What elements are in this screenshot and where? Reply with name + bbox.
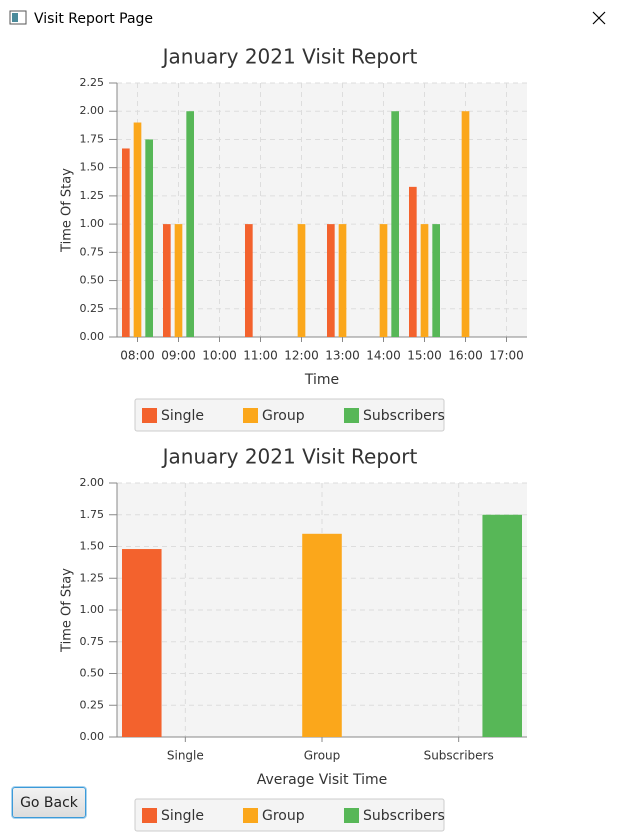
x-tick-label: 09:00 bbox=[161, 349, 196, 363]
chart-title: January 2021 Visit Report bbox=[161, 45, 418, 69]
bar bbox=[163, 224, 171, 337]
y-tick-label: 1.75 bbox=[80, 508, 105, 521]
bar bbox=[432, 224, 440, 337]
x-tick-label: 17:00 bbox=[489, 349, 524, 363]
bar bbox=[461, 111, 470, 337]
bar bbox=[327, 224, 335, 337]
bar bbox=[482, 514, 522, 737]
bar bbox=[379, 224, 388, 337]
legend-swatch bbox=[243, 408, 258, 423]
bar bbox=[245, 224, 253, 337]
y-tick-label: 0.50 bbox=[80, 274, 105, 287]
y-tick-label: 1.50 bbox=[80, 161, 105, 174]
y-tick-label: 0.25 bbox=[80, 302, 105, 315]
y-tick-label: 0.75 bbox=[80, 635, 105, 648]
y-tick-label: 1.50 bbox=[80, 540, 105, 553]
y-tick-label: 2.00 bbox=[80, 104, 105, 117]
bar bbox=[122, 148, 130, 337]
window-icon bbox=[9, 10, 27, 25]
bar bbox=[409, 186, 417, 337]
legend-box bbox=[134, 398, 445, 432]
legend-box bbox=[134, 798, 445, 832]
bar bbox=[420, 224, 429, 337]
x-tick-label: 16:00 bbox=[448, 349, 483, 363]
legend-swatch bbox=[243, 808, 258, 823]
y-tick-label: 1.00 bbox=[80, 217, 105, 230]
x-tick-label: Subscribers bbox=[424, 749, 494, 763]
bar bbox=[302, 533, 342, 737]
bar bbox=[174, 224, 183, 337]
x-axis-title: Average Visit Time bbox=[257, 772, 387, 788]
x-tick-label: 15:00 bbox=[407, 349, 442, 363]
legend-label: Single bbox=[161, 408, 204, 424]
y-tick-label: 0.25 bbox=[80, 698, 105, 711]
y-axis-title: Time Of Stay bbox=[60, 168, 75, 253]
plot-area bbox=[117, 83, 527, 337]
x-tick-label: 14:00 bbox=[366, 349, 401, 363]
y-tick-label: 1.25 bbox=[80, 189, 105, 202]
legend-swatch bbox=[344, 408, 359, 423]
chart-title: January 2021 Visit Report bbox=[161, 445, 418, 469]
go-back-button[interactable]: Go Back bbox=[12, 787, 86, 818]
legend-label: Subscribers bbox=[363, 808, 445, 824]
y-tick-label: 0.00 bbox=[80, 730, 105, 743]
y-tick-label: 1.75 bbox=[80, 132, 105, 145]
y-tick-label: 2.25 bbox=[80, 76, 105, 89]
x-tick-label: 13:00 bbox=[325, 349, 360, 363]
x-tick-label: 08:00 bbox=[120, 349, 155, 363]
y-tick-label: 1.00 bbox=[80, 603, 105, 616]
bar bbox=[145, 139, 153, 337]
x-axis-title: Time bbox=[304, 372, 339, 388]
bar bbox=[297, 224, 306, 337]
bar bbox=[133, 122, 142, 337]
x-tick-label: 10:00 bbox=[202, 349, 237, 363]
x-tick-label: Group bbox=[304, 749, 341, 763]
bar bbox=[186, 111, 194, 337]
legend-label: Single bbox=[161, 808, 204, 824]
legend-swatch bbox=[344, 808, 359, 823]
window-icon-fill bbox=[12, 13, 18, 22]
x-tick-label: Single bbox=[167, 749, 204, 763]
window-title: Visit Report Page bbox=[34, 11, 153, 27]
bar bbox=[391, 111, 399, 337]
legend-label: Subscribers bbox=[363, 408, 445, 424]
bar bbox=[338, 224, 347, 337]
close-button[interactable] bbox=[592, 11, 606, 25]
bar bbox=[122, 549, 162, 737]
legend-label: Group bbox=[262, 408, 305, 424]
x-tick-label: 12:00 bbox=[284, 349, 319, 363]
y-tick-label: 1.25 bbox=[80, 571, 105, 584]
legend-swatch bbox=[142, 408, 157, 423]
y-tick-label: 0.75 bbox=[80, 245, 105, 258]
y-tick-label: 2.00 bbox=[80, 476, 105, 489]
legend-swatch bbox=[142, 808, 157, 823]
x-tick-label: 11:00 bbox=[243, 349, 278, 363]
y-tick-label: 0.50 bbox=[80, 667, 105, 680]
y-axis-title: Time Of Stay bbox=[60, 568, 75, 653]
y-tick-label: 0.00 bbox=[80, 330, 105, 343]
legend-label: Group bbox=[262, 808, 305, 824]
